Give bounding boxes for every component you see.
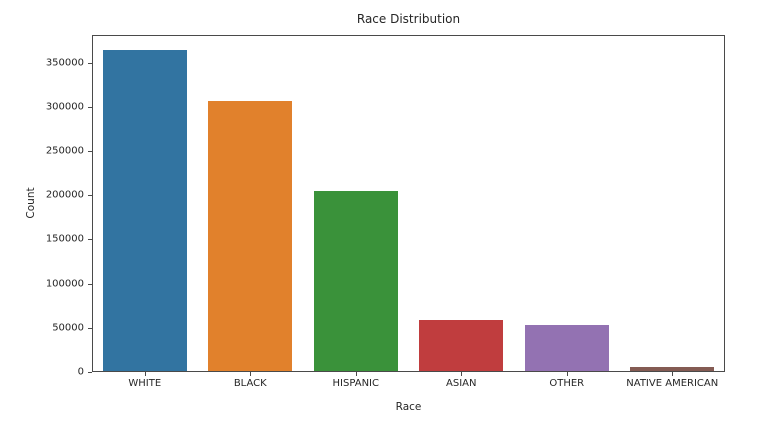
chart-title: Race Distribution (356, 12, 461, 26)
y-tick-mark-350000 (88, 62, 92, 64)
y-tick-mark-50000 (88, 327, 92, 329)
x-tick-mark-native-american (672, 372, 674, 376)
bar-hispanic (313, 191, 398, 371)
y-tick-label-250000: 250000 (45, 145, 84, 157)
y-tick-label-100000: 100000 (45, 278, 84, 290)
x-tick-mark-asian (461, 372, 463, 376)
bar-native-american (630, 367, 715, 371)
x-tick-label-hispanic: HISPANIC (332, 378, 379, 389)
y-tick-mark-100000 (88, 283, 92, 285)
bar-black (208, 101, 293, 371)
x-tick-label-black: BLACK (233, 378, 267, 389)
x-tick-mark-other (566, 372, 568, 376)
y-tick-label-350000: 350000 (45, 57, 84, 69)
y-tick-label-200000: 200000 (45, 189, 84, 201)
y-tick-mark-300000 (88, 106, 92, 108)
y-tick-label-150000: 150000 (45, 233, 84, 245)
y-tick-mark-250000 (88, 151, 92, 153)
x-axis-label: Race (395, 401, 422, 413)
x-tick-mark-hispanic (355, 372, 357, 376)
y-tick-mark-0 (88, 372, 92, 373)
x-tick-label-other: OTHER (549, 378, 585, 389)
y-tick-label-50000: 50000 (52, 322, 84, 334)
y-tick-mark-200000 (88, 195, 92, 197)
bar-other (524, 325, 609, 371)
x-tick-mark-white (144, 372, 146, 376)
y-tick-mark-150000 (88, 239, 92, 241)
y-tick-label-0: 0 (77, 366, 84, 378)
x-tick-label-white: WHITE (128, 378, 162, 389)
x-tick-label-native-american: NATIVE AMERICAN (626, 378, 719, 389)
bar-white (102, 50, 187, 371)
x-tick-label-asian: ASIAN (446, 378, 477, 389)
plot-area (92, 35, 725, 372)
x-tick-mark-black (250, 372, 252, 376)
y-tick-label-300000: 300000 (45, 101, 84, 113)
bar-asian (419, 320, 504, 371)
